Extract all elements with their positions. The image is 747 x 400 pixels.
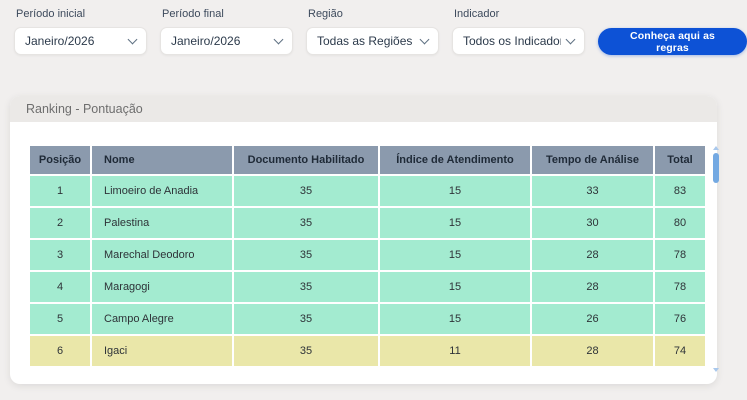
periodo-final-value: Janeiro/2026: [171, 34, 241, 48]
cell-total: 76: [655, 304, 705, 334]
scrollbar-thumb[interactable]: [713, 153, 719, 183]
ranking-table-wrap: Posição Nome Documento Habilitado Índice…: [28, 144, 719, 372]
filter-regiao: Região Todas as Regiões: [306, 8, 439, 55]
column-header-indice-de-atendimento: Índice de Atendimento: [380, 146, 530, 174]
rules-button-wrap: Conheça aqui as regras: [598, 28, 747, 55]
table-scrollbar[interactable]: [712, 146, 720, 372]
cell-tempo-analise: 30: [532, 208, 653, 238]
periodo-inicial-select[interactable]: Janeiro/2026: [14, 27, 147, 55]
cell-tempo-analise: 33: [532, 176, 653, 206]
regiao-value: Todas as Regiões: [317, 34, 413, 48]
filter-periodo-inicial: Período inicial Janeiro/2026: [14, 8, 147, 55]
ranking-panel-header: Ranking - Pontuação: [10, 96, 717, 122]
table-row: 3 Marechal Deodoro 35 15 28 78: [30, 240, 705, 270]
column-header-nome: Nome: [92, 146, 232, 174]
column-header-total: Total: [655, 146, 705, 174]
indicador-value: Todos os Indicadores: [463, 34, 561, 48]
cell-total: 83: [655, 176, 705, 206]
regiao-select[interactable]: Todas as Regiões: [306, 27, 439, 55]
cell-total: 80: [655, 208, 705, 238]
periodo-inicial-value: Janeiro/2026: [25, 34, 95, 48]
cell-total: 78: [655, 240, 705, 270]
filter-periodo-final: Período final Janeiro/2026: [160, 8, 293, 55]
cell-documento-habilitado: 35: [234, 240, 378, 270]
cell-position: 2: [30, 208, 90, 238]
header-row: Posição Nome Documento Habilitado Índice…: [30, 146, 705, 174]
chevron-down-icon: [273, 34, 284, 45]
ranking-panel: Ranking - Pontuação Posição Nome Documen…: [10, 96, 719, 384]
chevron-down-icon: [419, 34, 430, 45]
column-header-posicao: Posição: [30, 146, 90, 174]
cell-documento-habilitado: 35: [234, 336, 378, 366]
scrollbar-down-arrow-icon[interactable]: [713, 368, 719, 372]
cell-indice-atendimento: 15: [380, 176, 530, 206]
cell-tempo-analise: 26: [532, 304, 653, 334]
cell-indice-atendimento: 11: [380, 336, 530, 366]
cell-position: 4: [30, 272, 90, 302]
panel-title: Ranking - Pontuação: [26, 102, 143, 116]
cell-indice-atendimento: 15: [380, 208, 530, 238]
table-row: 6 Igaci 35 11 28 74: [30, 336, 705, 366]
cell-name: Igaci: [92, 336, 232, 366]
scrollbar-up-arrow-icon[interactable]: [713, 146, 719, 150]
filter-label: Região: [308, 8, 343, 20]
indicador-select[interactable]: Todos os Indicadores: [452, 27, 585, 55]
ranking-table: Posição Nome Documento Habilitado Índice…: [28, 144, 707, 368]
filter-label: Indicador: [454, 8, 500, 20]
cell-tempo-analise: 28: [532, 272, 653, 302]
cell-position: 5: [30, 304, 90, 334]
chevron-down-icon: [565, 34, 576, 45]
cell-name: Campo Alegre: [92, 304, 232, 334]
cell-name: Maragogi: [92, 272, 232, 302]
cell-name: Palestina: [92, 208, 232, 238]
table-row: 1 Limoeiro de Anadia 35 15 33 83: [30, 176, 705, 206]
ranking-table-body: 1 Limoeiro de Anadia 35 15 33 83 2 Palestina 35 1…: [30, 176, 705, 366]
cell-documento-habilitado: 35: [234, 208, 378, 238]
cell-tempo-analise: 28: [532, 240, 653, 270]
table-row: 4 Maragogi 35 15 28 78: [30, 272, 705, 302]
filter-bar: Período inicial Janeiro/2026 Período fin…: [14, 8, 747, 55]
column-header-tempo-de-analise: Tempo de Análise: [532, 146, 653, 174]
filter-label: Período inicial: [16, 8, 86, 20]
cell-position: 3: [30, 240, 90, 270]
cell-documento-habilitado: 35: [234, 304, 378, 334]
cell-tempo-analise: 28: [532, 336, 653, 366]
ranking-table-head: Posição Nome Documento Habilitado Índice…: [30, 146, 705, 174]
cell-documento-habilitado: 35: [234, 176, 378, 206]
cell-indice-atendimento: 15: [380, 272, 530, 302]
cell-position: 1: [30, 176, 90, 206]
cell-name: Limoeiro de Anadia: [92, 176, 232, 206]
cell-indice-atendimento: 15: [380, 240, 530, 270]
rules-button[interactable]: Conheça aqui as regras: [598, 28, 747, 55]
filter-indicador: Indicador Todos os Indicadores: [452, 8, 585, 55]
cell-total: 74: [655, 336, 705, 366]
cell-name: Marechal Deodoro: [92, 240, 232, 270]
cell-indice-atendimento: 15: [380, 304, 530, 334]
filter-label: Período final: [162, 8, 224, 20]
table-row: 2 Palestina 35 15 30 80: [30, 208, 705, 238]
cell-documento-habilitado: 35: [234, 272, 378, 302]
table-row: 5 Campo Alegre 35 15 26 76: [30, 304, 705, 334]
cell-position: 6: [30, 336, 90, 366]
periodo-final-select[interactable]: Janeiro/2026: [160, 27, 293, 55]
chevron-down-icon: [127, 34, 138, 45]
column-header-documento-habilitado: Documento Habilitado: [234, 146, 378, 174]
cell-total: 78: [655, 272, 705, 302]
